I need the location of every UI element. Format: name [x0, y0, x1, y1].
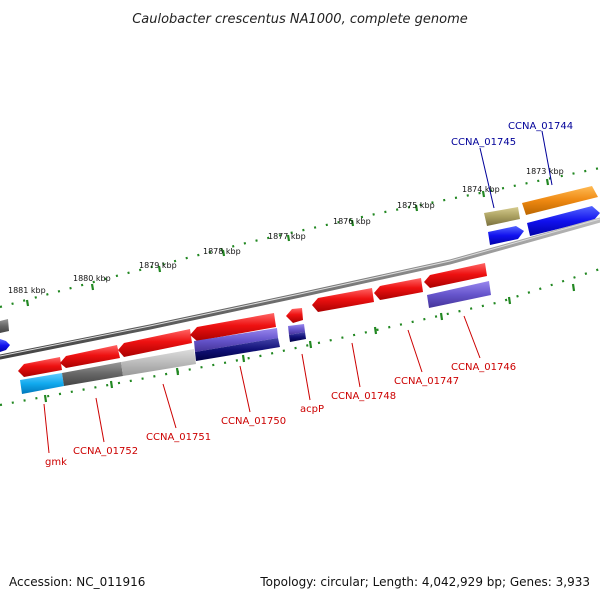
outer-genes	[0, 186, 600, 352]
accession-text: Accession: NC_011916	[9, 575, 145, 589]
genome-backbone	[0, 217, 600, 360]
outer-gene-labels: CCNA_01745 CCNA_01744	[451, 121, 573, 148]
kbp-label: 1876 kbp	[333, 217, 371, 226]
inner-gene-labels: gmk CCNA_01752 CCNA_01751 CCNA_01750 acp…	[45, 362, 516, 468]
outer-leaders	[479, 130, 553, 209]
gene-label-ccna-01750: CCNA_01750	[221, 416, 286, 427]
gene-label-ccna-01746: CCNA_01746	[451, 362, 516, 373]
gene-ccna-01751-block	[121, 349, 196, 376]
inner-major-ticks	[43, 283, 576, 403]
gene-acpp-block-upper	[288, 324, 305, 335]
kbp-label: 1879 kbp	[139, 261, 177, 270]
inner-blocks	[20, 281, 491, 394]
gene-ccna-01747-arrow	[374, 278, 423, 300]
inner-leaders	[43, 315, 481, 454]
gene-label-ccna-01744: CCNA_01744	[508, 121, 573, 132]
gene-ccna-01745-block	[484, 207, 520, 226]
gene-ccna-01746-arrow	[424, 263, 487, 288]
map-title: Caulobacter crescentus NA1000, complete …	[132, 12, 468, 27]
gene-ccna-01748-arrow	[312, 288, 374, 312]
inner-red-arrows	[18, 263, 487, 377]
gene-label-ccna-01751: CCNA_01751	[146, 432, 211, 443]
gene-ccna-01751-arrow	[118, 329, 192, 357]
kbp-label: 1877 kbp	[268, 232, 306, 241]
gene-ccna-01750-block-lower	[195, 338, 280, 361]
gene-fragment-left	[0, 319, 9, 333]
gene-ccna-01752-arrow	[60, 345, 120, 368]
gene-ccna-01744-arrow	[527, 206, 600, 236]
kbp-labels: 1881 kbp 1880 kbp 1879 kbp 1878 kbp 1877…	[8, 167, 564, 295]
kbp-label: 1873 kbp	[526, 167, 564, 176]
gene-fragment-left-arrow	[0, 339, 10, 352]
kbp-label: 1875 kbp	[397, 201, 435, 210]
gene-ccna-01745-arrow	[488, 226, 524, 245]
gene-gmk-block	[20, 373, 64, 394]
gene-label-acpp: acpP	[300, 404, 324, 415]
gene-gmk-arrow	[18, 357, 62, 377]
gene-ccna-01752-block	[62, 362, 123, 386]
gene-label-ccna-01747: CCNA_01747	[394, 376, 459, 387]
gene-acpp-arrow	[286, 308, 303, 323]
gene-acpp-block-lower	[289, 332, 306, 342]
outer-tick-track	[0, 166, 600, 309]
gene-ccna-01744-block	[522, 186, 598, 215]
kbp-label: 1880 kbp	[73, 274, 111, 283]
kbp-label: 1874 kbp	[462, 185, 500, 194]
topology-text: Topology: circular; Length: 4,042,929 bp…	[259, 575, 590, 589]
kbp-label: 1878 kbp	[203, 247, 241, 256]
gene-label-ccna-01752: CCNA_01752	[73, 446, 138, 457]
kbp-label: 1881 kbp	[8, 286, 46, 295]
gene-label-ccna-01748: CCNA_01748	[331, 391, 396, 402]
gene-label-ccna-01745: CCNA_01745	[451, 137, 516, 148]
inner-tick-track	[0, 267, 600, 407]
outer-major-ticks	[25, 178, 550, 307]
gene-ccna-01746-block	[427, 281, 491, 308]
gene-ccna-01750-block-upper	[194, 328, 278, 352]
gene-label-gmk: gmk	[45, 457, 67, 468]
gene-ccna-01750-arrow	[190, 313, 276, 341]
